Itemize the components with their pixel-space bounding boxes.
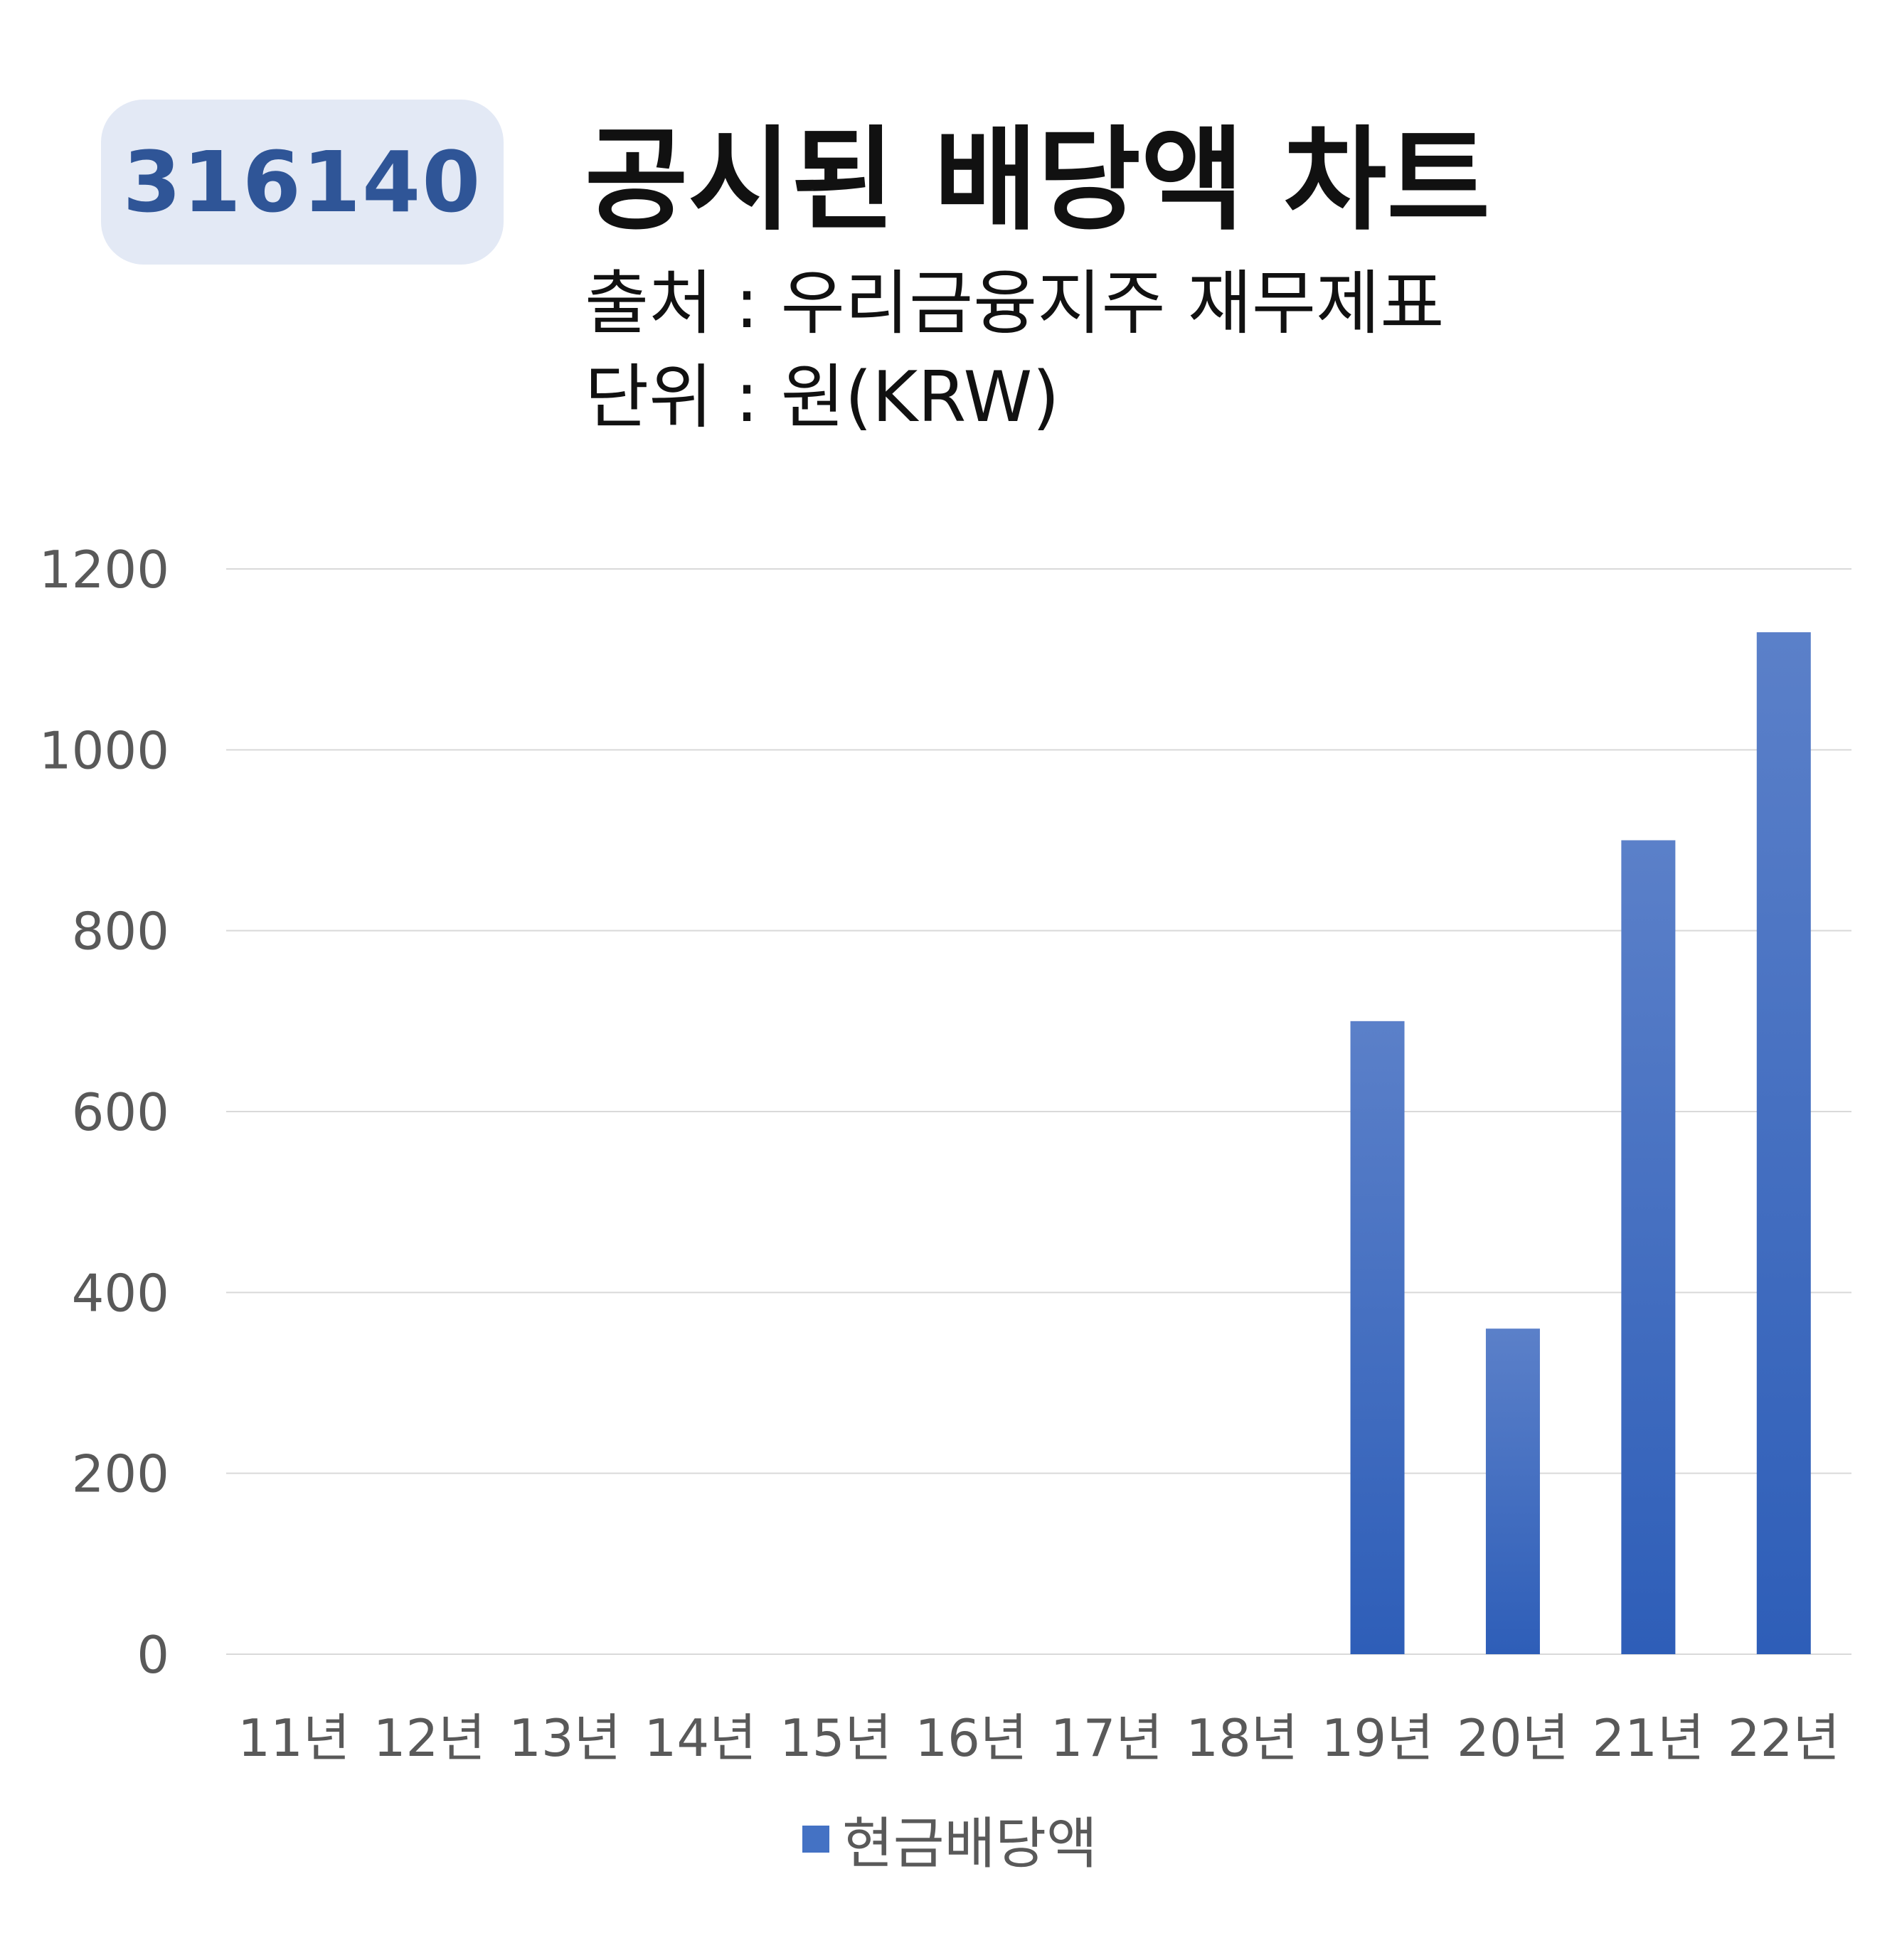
bars xyxy=(1350,632,1811,1655)
y-axis-ticks: 0 200 400 600 800 1000 1200 xyxy=(39,540,169,1685)
stock-code-badge: 316140 xyxy=(101,100,504,265)
x-tick-label: 11년 xyxy=(238,1708,350,1768)
x-tick-label: 13년 xyxy=(509,1708,621,1768)
legend-label: 현금배당액 xyxy=(842,1812,1098,1876)
x-tick-label: 12년 xyxy=(373,1708,486,1768)
x-tick-label: 18년 xyxy=(1186,1708,1298,1768)
grid-lines xyxy=(226,568,1851,1655)
chart-title: 공시된 배당액 차트 xyxy=(585,115,1490,246)
x-tick-label: 14년 xyxy=(644,1708,757,1768)
x-axis-ticks: 11년 12년 13년 14년 15년 16년 17년 18년 19년 20년 21년 22년 xyxy=(238,1708,1839,1768)
y-tick-label: 0 xyxy=(137,1625,169,1685)
bar xyxy=(1350,1021,1405,1654)
bar xyxy=(1485,1328,1540,1654)
unit-label: 단위 : 원(KRW) xyxy=(585,357,1060,438)
stock-code: 316140 xyxy=(122,133,482,231)
y-tick-label: 1000 xyxy=(39,720,169,780)
y-tick-label: 600 xyxy=(72,1082,169,1142)
source-label: 출처 : 우리금융지주 재무제표 xyxy=(585,263,1445,344)
x-tick-label: 16년 xyxy=(915,1708,1027,1768)
y-tick-label: 400 xyxy=(72,1263,169,1323)
bar-chart: 0 200 400 600 800 1000 1200 11년 12년 13년 14년 15년 16년… xyxy=(39,540,1851,1768)
x-tick-label: 22년 xyxy=(1728,1708,1840,1768)
x-tick-label: 17년 xyxy=(1051,1708,1163,1768)
x-tick-label: 21년 xyxy=(1592,1708,1704,1768)
y-tick-label: 200 xyxy=(72,1444,169,1504)
bar xyxy=(1621,840,1676,1654)
legend-swatch xyxy=(802,1826,829,1853)
x-tick-label: 15년 xyxy=(780,1708,892,1768)
y-tick-label: 800 xyxy=(72,902,169,962)
x-tick-label: 20년 xyxy=(1457,1708,1569,1768)
bar xyxy=(1756,632,1811,1655)
y-tick-label: 1200 xyxy=(39,540,169,600)
legend: 현금배당액 xyxy=(802,1799,1098,1879)
x-tick-label: 19년 xyxy=(1322,1708,1434,1768)
